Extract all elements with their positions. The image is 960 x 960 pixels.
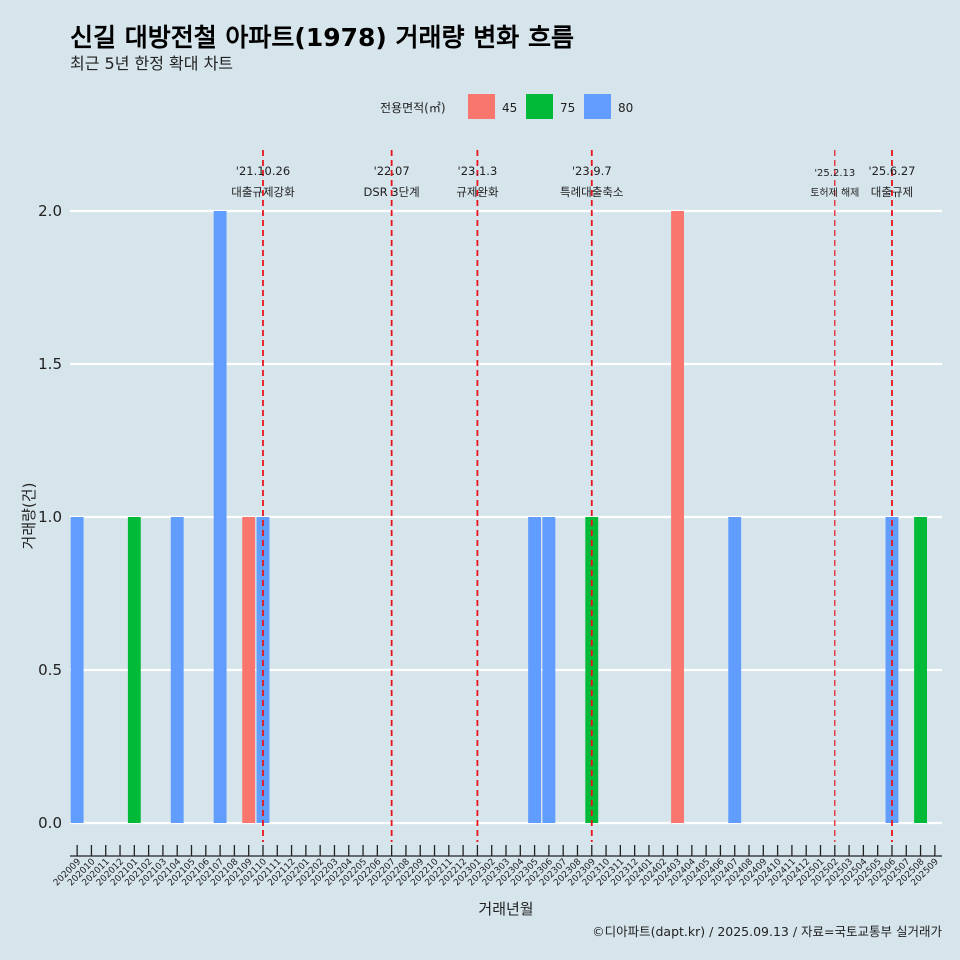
event-label: 규제완화 [456, 185, 499, 199]
legend-swatch [526, 94, 553, 119]
bar [671, 211, 684, 823]
event-label: 특례대출축소 [560, 185, 623, 199]
event-label: 대출규제강화 [231, 185, 295, 199]
legend-label: 45 [502, 101, 517, 115]
event-date: '25.6.27 [868, 164, 915, 178]
x-axis-label: 거래년월 [478, 900, 533, 918]
y-tick-label: 1.5 [38, 355, 62, 373]
y-tick-label: 2.0 [38, 202, 62, 220]
chart-subtitle: 최근 5년 한정 확대 차트 [70, 54, 233, 73]
caption: ©디아파트(dapt.kr) / 2025.09.13 / 자료=국토교통부 실… [592, 924, 942, 939]
bar [528, 517, 542, 823]
event-date: '22.07 [374, 164, 410, 178]
event-label: 토허제 해제 [810, 186, 859, 199]
bar [213, 211, 227, 823]
y-tick-label: 0.5 [38, 661, 62, 679]
legend-swatch [584, 94, 611, 119]
event-date: '21.10.26 [236, 164, 290, 178]
bar [70, 517, 84, 823]
bar [170, 517, 184, 823]
legend-title: 전용면적(㎡) [380, 101, 446, 115]
bar [914, 517, 927, 823]
bar [242, 517, 256, 823]
y-tick-label: 1.0 [38, 508, 62, 526]
legend-label: 80 [618, 101, 633, 115]
event-label: 대출규제 [871, 185, 913, 199]
event-label: DSR 3단계 [363, 185, 419, 199]
chart-title: 신길 대방전철 아파트(1978) 거래량 변화 흐름 [70, 23, 574, 52]
legend-swatch [468, 94, 495, 119]
event-date: '25.2.13 [814, 168, 855, 179]
event-date: '23.9.7 [572, 164, 612, 178]
y-tick-label: 0.0 [38, 814, 62, 832]
legend-label: 75 [560, 101, 575, 115]
y-axis-label: 거래량(건) [20, 483, 38, 550]
bar [542, 517, 556, 823]
legend: 전용면적(㎡) 45 75 80 [380, 94, 633, 119]
event-date: '23.1.3 [458, 164, 498, 178]
bar [728, 517, 742, 823]
bar [127, 517, 141, 823]
